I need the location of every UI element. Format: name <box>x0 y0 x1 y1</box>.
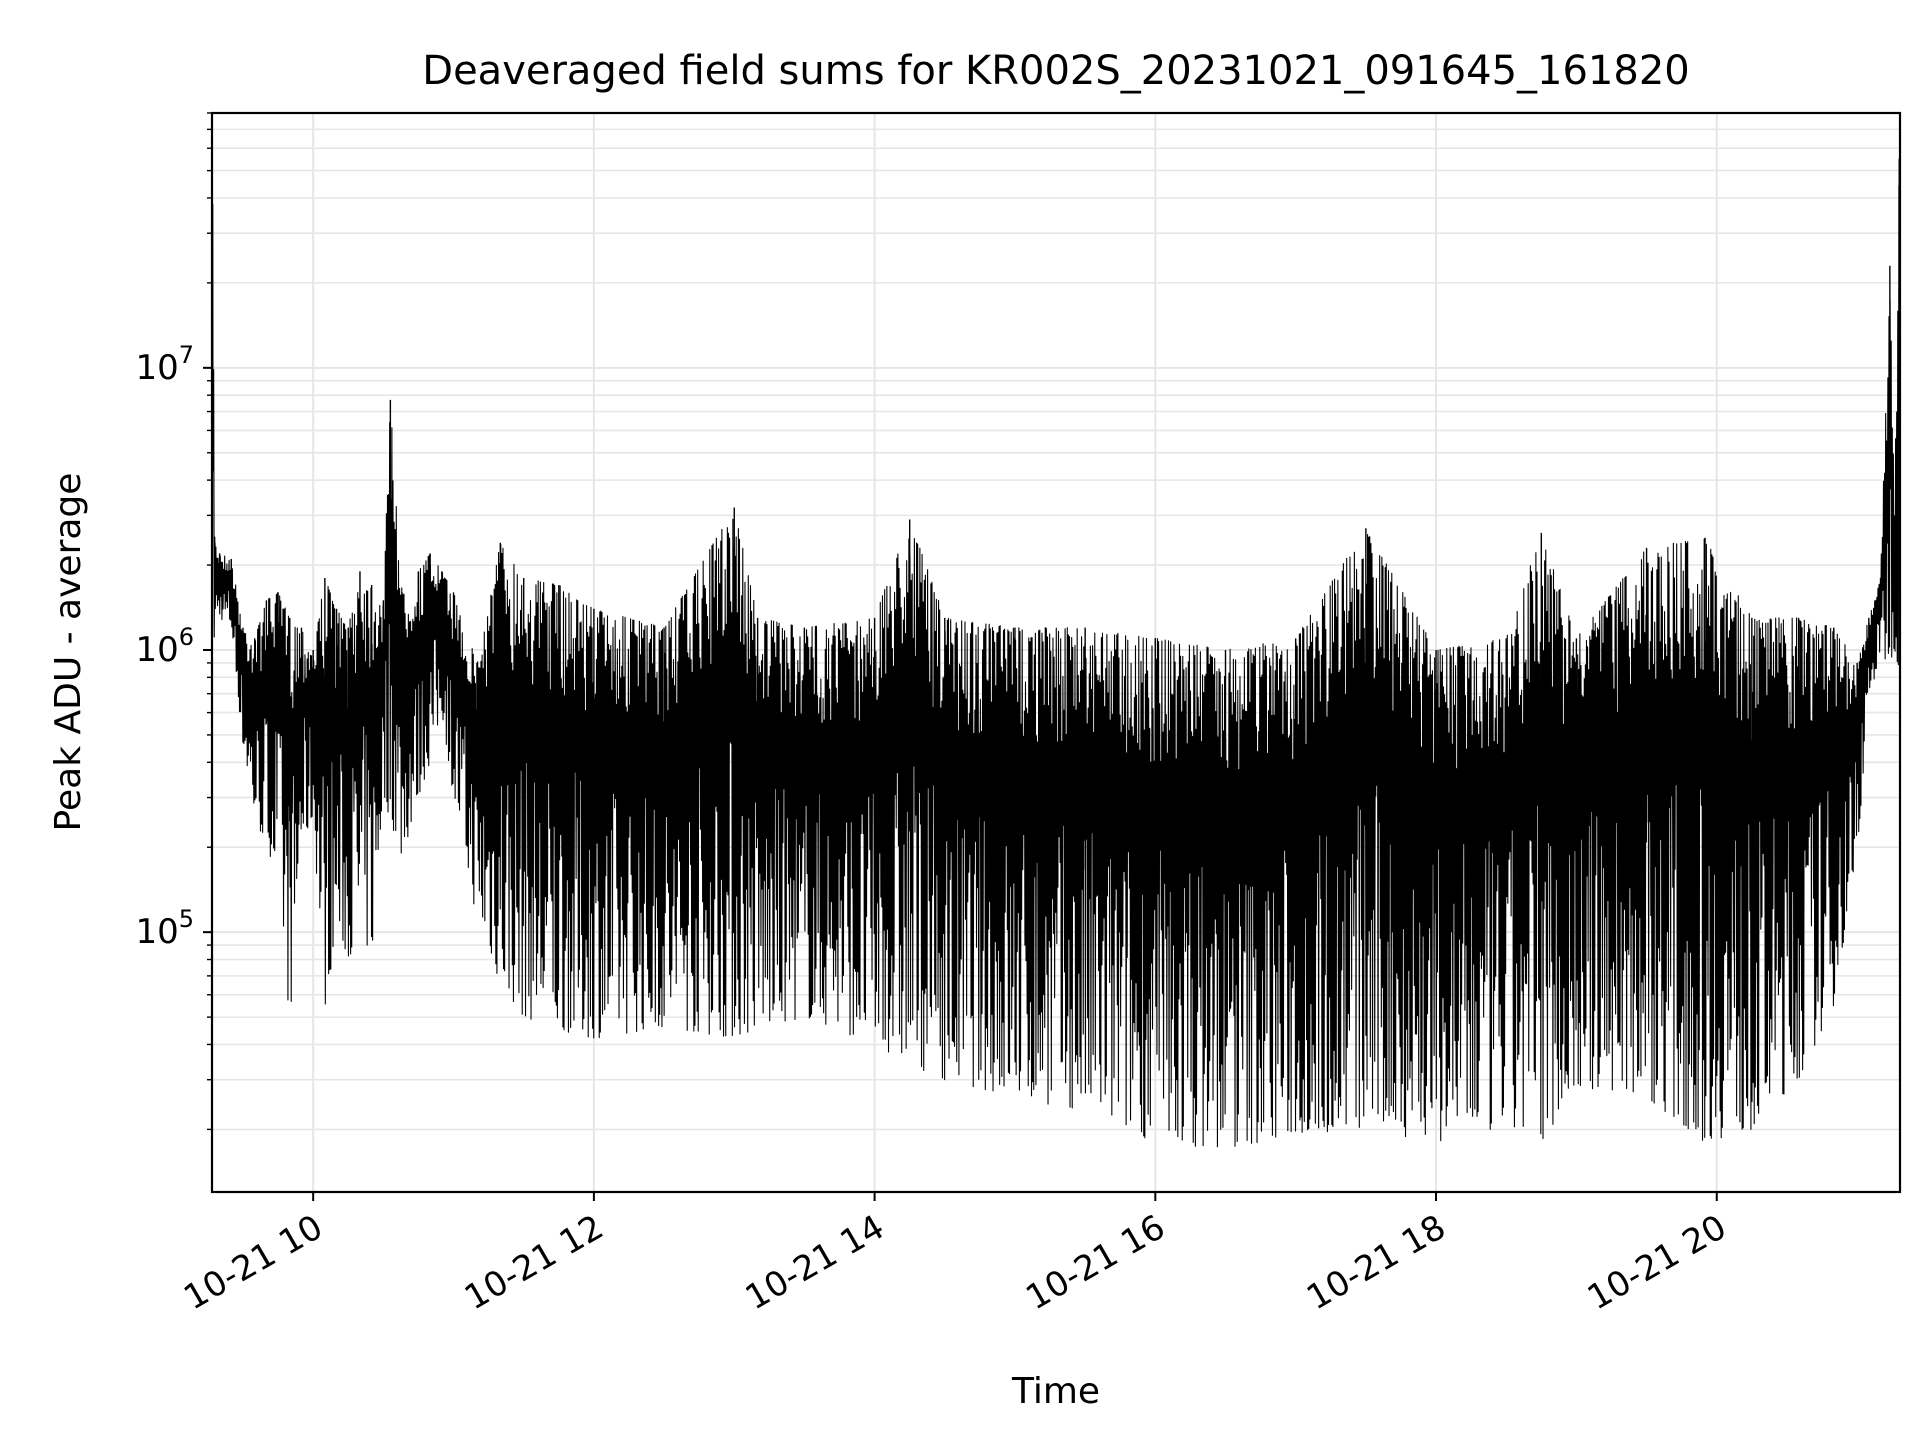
chart-title: Deaveraged field sums for KR002S_2023102… <box>422 48 1689 94</box>
y-axis-label: Peak ADU - average <box>48 473 89 832</box>
y-tick-label: 106 <box>135 623 194 670</box>
x-axis-label: Time <box>1011 1371 1100 1412</box>
data-series-line <box>212 185 1900 1148</box>
y-tick-label: 105 <box>135 905 194 952</box>
y-tick-label: 107 <box>135 341 194 388</box>
plot-frame <box>210 111 1902 1194</box>
